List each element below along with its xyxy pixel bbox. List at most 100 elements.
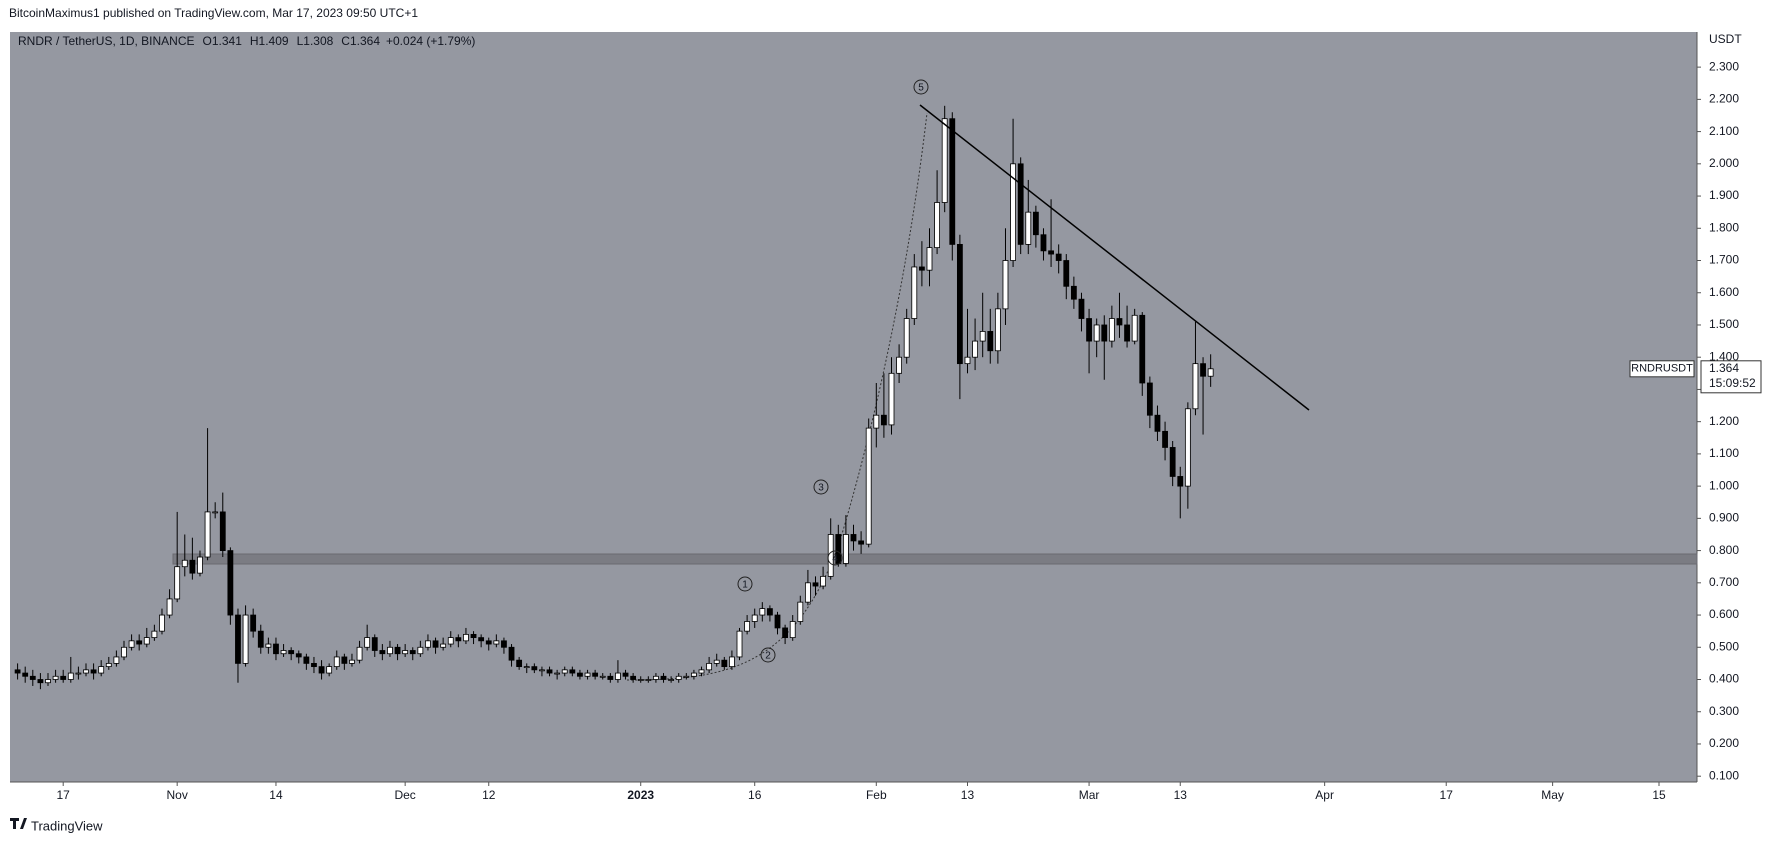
candle-body bbox=[227, 550, 234, 616]
candle-body bbox=[987, 331, 994, 352]
candle-body bbox=[554, 672, 561, 675]
ohlc-value: 1.364 bbox=[350, 34, 380, 48]
candle-body bbox=[934, 202, 940, 249]
candle-body bbox=[432, 640, 439, 648]
wave-label: 3 bbox=[818, 483, 824, 494]
candle-body bbox=[584, 672, 591, 677]
candle-body bbox=[463, 633, 469, 642]
price-tag-value: 1.364 bbox=[1709, 361, 1739, 375]
candle-body bbox=[485, 640, 492, 645]
candle-body bbox=[349, 659, 355, 664]
candle-body bbox=[592, 672, 599, 677]
candle-body bbox=[979, 331, 986, 342]
candle-body bbox=[295, 653, 302, 658]
header: BitcoinMaximus1 published on TradingView… bbox=[9, 6, 418, 20]
candle-body bbox=[561, 669, 568, 674]
candle-body bbox=[219, 511, 226, 551]
candle-body bbox=[52, 675, 59, 680]
candle-body bbox=[607, 675, 614, 680]
candle-body bbox=[675, 675, 682, 680]
candle-body bbox=[425, 640, 431, 648]
x-tick-label: 13 bbox=[1174, 788, 1188, 802]
wave-label: 4 bbox=[832, 554, 838, 565]
candle-body bbox=[1086, 318, 1092, 342]
candle-body bbox=[972, 340, 978, 358]
candle-body bbox=[903, 318, 910, 358]
wave-label: 1 bbox=[742, 580, 748, 591]
x-tick-label: Mar bbox=[1079, 788, 1100, 802]
candle-body bbox=[531, 666, 538, 671]
x-tick-label: 17 bbox=[1440, 788, 1454, 802]
candle-body bbox=[333, 656, 340, 668]
support-zone bbox=[172, 553, 1698, 565]
candle-body bbox=[1169, 447, 1176, 477]
candle-body bbox=[1124, 324, 1130, 342]
candle-body bbox=[14, 669, 21, 674]
y-tick-label: 0.300 bbox=[1709, 704, 1739, 718]
y-tick-label: 2.300 bbox=[1709, 59, 1739, 73]
candle-body bbox=[143, 637, 150, 645]
candle-body bbox=[1162, 430, 1168, 448]
y-tick-label: 0.500 bbox=[1709, 639, 1739, 653]
ohlc-value: 1.409 bbox=[259, 34, 289, 48]
candle-body bbox=[159, 614, 165, 632]
candle-body bbox=[911, 266, 918, 319]
candle-body bbox=[949, 118, 956, 245]
y-tick-label: 1.900 bbox=[1709, 188, 1739, 202]
wave-label: 5 bbox=[918, 83, 924, 94]
candle-body bbox=[1184, 408, 1191, 487]
candle-body bbox=[470, 633, 477, 639]
tv-logo bbox=[10, 818, 27, 829]
candle-body bbox=[166, 598, 173, 616]
y-tick-label: 2.100 bbox=[1709, 124, 1739, 138]
candle-body bbox=[341, 656, 348, 664]
x-tick-label: 17 bbox=[57, 788, 71, 802]
candle-body bbox=[1116, 318, 1123, 326]
candle-body bbox=[1207, 368, 1214, 377]
ohlc-label: C bbox=[341, 34, 350, 48]
y-tick-label: 1.700 bbox=[1709, 253, 1739, 267]
candle-body bbox=[311, 662, 317, 668]
candle-body bbox=[1032, 211, 1039, 236]
candle-body bbox=[1040, 234, 1047, 252]
y-axis-label: USDT bbox=[1709, 32, 1742, 46]
candle-body bbox=[242, 614, 249, 664]
price-tag bbox=[1700, 360, 1762, 394]
candle-body bbox=[265, 643, 272, 648]
candle-body bbox=[387, 646, 393, 655]
candle-body bbox=[98, 666, 105, 674]
x-tick-label: 16 bbox=[748, 788, 762, 802]
candle-body bbox=[1131, 314, 1138, 342]
candle-body bbox=[364, 637, 371, 648]
ohlc-label: H bbox=[250, 34, 259, 48]
candle-body bbox=[850, 534, 857, 542]
candle-body bbox=[1101, 324, 1108, 342]
candle-body bbox=[273, 643, 279, 655]
candle-body bbox=[622, 672, 629, 677]
wave-label: 2 bbox=[765, 651, 771, 662]
candle-body bbox=[569, 669, 576, 674]
candle-body bbox=[896, 356, 902, 374]
candle-body bbox=[546, 669, 553, 674]
y-tick-label: 0.200 bbox=[1709, 736, 1739, 750]
candle-body bbox=[865, 427, 872, 545]
candle-body bbox=[637, 679, 644, 681]
candle-body bbox=[873, 414, 880, 429]
candle-body bbox=[782, 627, 789, 639]
candle-body bbox=[174, 566, 181, 600]
candle-body bbox=[691, 672, 697, 677]
candle-body bbox=[1025, 211, 1032, 245]
y-tick-label: 1.600 bbox=[1709, 285, 1739, 299]
symbol-tag-text: RNDRUSDT bbox=[1631, 363, 1693, 375]
candle-body bbox=[250, 614, 257, 632]
logo bbox=[10, 818, 27, 829]
x-tick-label: May bbox=[1541, 788, 1564, 802]
candle-body bbox=[1078, 298, 1085, 319]
candle-body bbox=[1108, 318, 1115, 342]
candle-body bbox=[645, 679, 652, 681]
candle-body bbox=[615, 672, 621, 680]
candle-body bbox=[356, 646, 363, 661]
ohlc-value: 1.308 bbox=[303, 34, 333, 48]
y-tick-label: 1.400 bbox=[1709, 349, 1739, 363]
curve bbox=[626, 112, 928, 681]
